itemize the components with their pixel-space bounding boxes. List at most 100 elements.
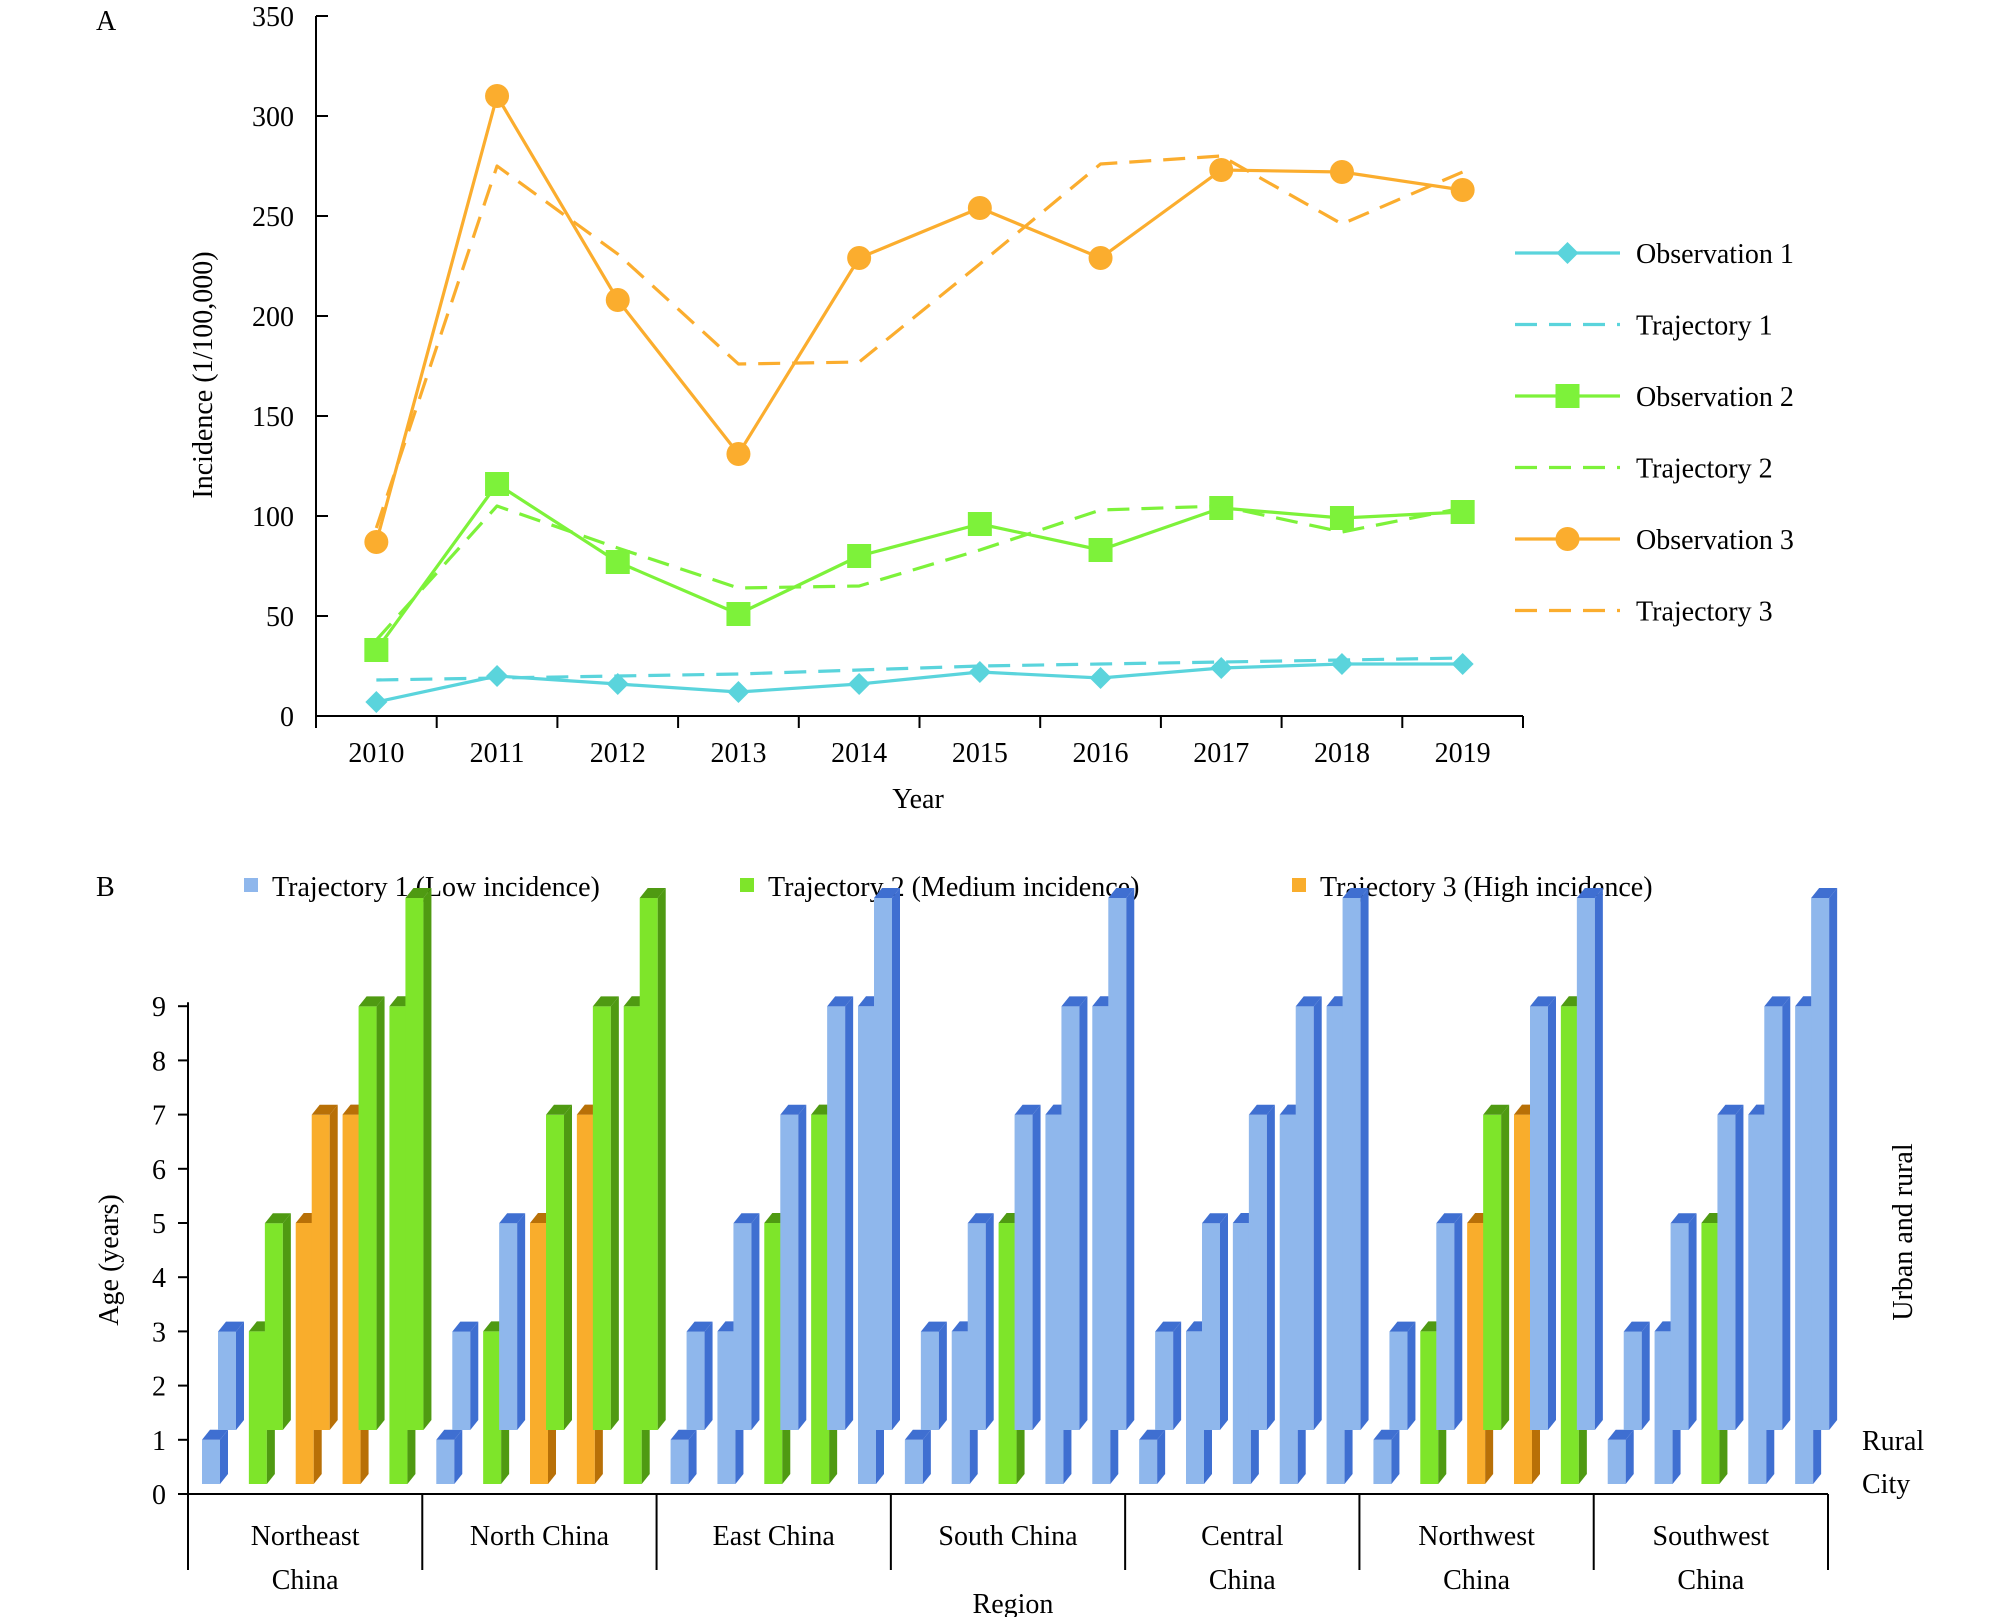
panel-a-y-axis-title: Incidence (1/100,000) [188,251,219,498]
b-category-label: North China [470,1521,610,1552]
bar [967,1213,994,1430]
bar-side [220,1429,228,1484]
a-x-tick-label: 2016 [1073,738,1129,769]
bar-front [811,1114,830,1484]
bar-side [922,1429,931,1484]
panel-b-axes: 0 1 2 3 4 5 6 7 8 9 Northeast China North China East … [152,992,1829,1596]
bar-front [483,1331,502,1484]
bar-top [1607,1429,1634,1440]
bar-top [452,1321,479,1332]
bar-front [1654,1331,1673,1484]
legend-item: Trajectory 2 [1515,454,1773,485]
bar-top [1483,1104,1510,1115]
bar-front [202,1439,220,1484]
legend-item: Trajectory 1 (Low incidence) [244,872,600,903]
b-y-tick-label: 8 [152,1046,166,1077]
data-point [1088,246,1113,270]
bar-top [436,1429,463,1440]
bar [311,1104,338,1430]
bar-side [1313,996,1322,1430]
bar-front [1717,1114,1736,1430]
bar [1295,996,1322,1430]
b-y-tick-label: 7 [152,1101,166,1132]
bar [1139,1429,1166,1484]
data-point [486,665,509,687]
bar-top [780,1104,807,1115]
bar-front [670,1439,689,1484]
series-line [375,482,1463,651]
legend-item: Trajectory 3 [1515,597,1773,628]
data-point [1089,667,1112,689]
bar [1373,1429,1400,1484]
a-x-tick-label: 2012 [590,738,646,769]
bar-top [1139,1429,1166,1440]
bar-top [1373,1429,1400,1440]
b-y-tick-label: 0 [152,1480,166,1511]
series-line [376,656,1463,682]
bar-side [985,1213,994,1430]
bar-side [282,1213,291,1430]
series-trajectory-3 [374,154,1464,529]
bar-front [311,1114,330,1430]
bar-side [1407,1321,1416,1430]
bar [670,1429,697,1484]
bar-side [454,1429,463,1484]
bar-top [1108,888,1135,898]
series-observation-3 [364,84,1475,554]
bar [1607,1429,1634,1484]
bar-side [1126,888,1135,1430]
b-category-label: China [1209,1565,1276,1596]
bar-top [733,1213,760,1224]
a-y-tick-label: 150 [252,402,294,433]
data-point [1329,160,1354,184]
panel-b-bar-chart: B Trajectory 1 (Low incidence) Trajectory… [94,872,1924,1617]
bar-side [1220,1213,1228,1430]
bar-side [1032,1104,1041,1430]
bar-front [295,1223,314,1484]
bar-front [951,1331,970,1484]
bar-top [358,996,385,1007]
bar-front [218,1331,236,1430]
bar [592,996,619,1430]
bar-top [670,1429,697,1440]
a-y-tick-label: 300 [252,102,294,133]
bar-side [1173,1321,1182,1430]
bar [686,1321,713,1430]
b-category-label: Northwest [1418,1521,1535,1552]
series-observation-2 [364,472,1475,662]
bar-side [564,1104,572,1430]
panel-a-axes: 0 50 100 150 200 250 300 350 2010 2011 2012 2013 201… [252,2,1524,769]
bar-top [1248,1104,1275,1115]
bar-front [874,898,892,1430]
data-point [847,246,872,270]
bar-top [1061,996,1088,1007]
a-x-tick-label: 2010 [348,738,404,769]
legend-marker [1555,384,1580,408]
a-x-tick-label: 2011 [470,738,525,769]
bar [1623,1321,1650,1430]
bar-front [1576,898,1595,1430]
bar-side [470,1321,479,1430]
legend-marker [1556,242,1579,264]
bar-side [236,1321,244,1430]
bar-front [904,1439,923,1484]
b-category-label: Northeast [251,1521,360,1552]
bar-front [1764,1006,1783,1430]
bar [733,1213,760,1430]
bar-side [938,1321,947,1430]
bar-side [1735,1104,1744,1430]
bar-top [1576,888,1603,898]
bar [904,1429,931,1484]
legend-label: Observation 3 [1636,525,1794,556]
bar-front [1530,1006,1548,1430]
data-point [1330,653,1353,675]
bar-top [686,1321,713,1332]
panel-a-label: A [96,6,117,37]
bar-front [342,1114,361,1484]
bar-front [248,1331,267,1484]
bar-front [1483,1114,1502,1430]
bar [1155,1321,1182,1430]
b-y-tick-label: 4 [152,1263,166,1294]
bar-top [920,1321,947,1332]
bar-top [499,1213,526,1224]
